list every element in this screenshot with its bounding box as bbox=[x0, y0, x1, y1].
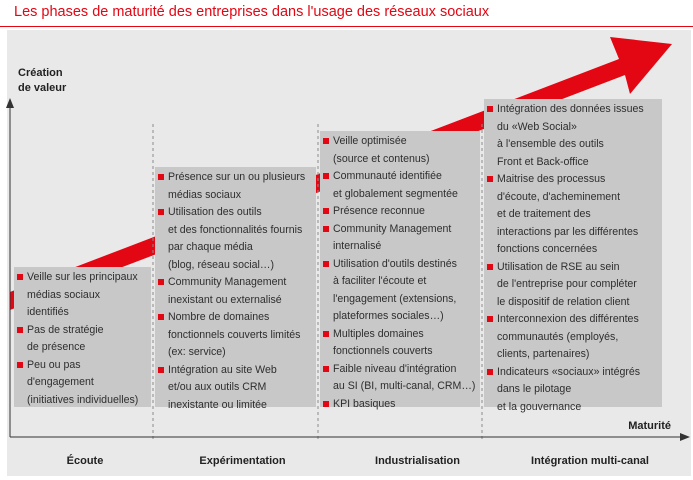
bullet-text-line: de l'entreprise pour compléter bbox=[497, 278, 637, 290]
bullet-item: Utilisation de RSE au sein de l'entrepris… bbox=[486, 259, 662, 312]
bullet-item: Pas de stratégie de présence bbox=[16, 322, 151, 357]
bullet-item: Veille sur les principaux médias sociaux i… bbox=[16, 269, 151, 322]
bullet-text-line: et globalement segmentée bbox=[333, 187, 458, 200]
bullet-item: Interconnexion des différentes communauté… bbox=[486, 311, 662, 364]
bullet-text-line: (initiatives individuelles) bbox=[27, 393, 139, 406]
bullet-text-line: et la gouvernance bbox=[497, 400, 582, 413]
phase-box-industrialisation: Veille optimisée (source et contenus) Comm… bbox=[320, 131, 480, 410]
bullet-text-line: (ex: service) bbox=[168, 346, 226, 358]
bullet-text-line: Utilisation d'outils destinés bbox=[333, 257, 457, 270]
bullet-text-line: Faible niveau d'intégration bbox=[333, 362, 457, 375]
bullet-text-line: médias sociaux bbox=[168, 188, 242, 201]
phase-label-integration-multi-canal: Intégration multi-canal bbox=[531, 455, 649, 467]
bullet-item: Faible niveau d'intégration au SI (BI, mu… bbox=[322, 361, 480, 396]
bullet-text-line: l'engagement (extensions, bbox=[333, 292, 457, 305]
bullet-text-line: clients, partenaires) bbox=[497, 348, 590, 360]
bullet-text-line: de présence bbox=[27, 341, 86, 353]
bullet-text-line: et/ou aux outils CRM bbox=[168, 381, 267, 393]
title-rule bbox=[0, 26, 693, 27]
bullet-text-line: Présence reconnue bbox=[333, 205, 425, 217]
bullet-text-line: Community Management bbox=[333, 222, 452, 235]
bullet-text-line: médias sociaux bbox=[27, 288, 101, 301]
bullet-text-line: Pas de stratégie bbox=[27, 323, 104, 336]
bullet-text-line: Veille optimisée bbox=[333, 135, 407, 147]
bullet-text-line: à l'ensemble des outils bbox=[497, 138, 604, 150]
bullet-item: Présence reconnue bbox=[322, 203, 480, 221]
phase-box-integration-multi-canal: Intégration des données issues du «Web So… bbox=[484, 99, 662, 413]
phase-label-industrialisation: Industrialisation bbox=[375, 455, 460, 467]
bullet-text-line: fonctions concernées bbox=[497, 243, 598, 255]
y-axis-label: Création de valeur bbox=[18, 66, 66, 96]
bullet-item: Maitrise des processus d'écoute, d'achemi… bbox=[486, 171, 662, 259]
bullet-text-line: et de traitement des bbox=[497, 208, 591, 220]
bullet-text-line: interactions par les différentes bbox=[497, 225, 639, 238]
y-axis-arrowhead bbox=[6, 98, 14, 108]
bullet-text-line: par chaque média bbox=[168, 241, 253, 253]
bullet-text-line: fonctionnels couverts limités bbox=[168, 328, 301, 341]
bullet-item: Utilisation des outils et des fonctionnal… bbox=[157, 204, 316, 274]
bullet-text-line: Intégration des données issues bbox=[497, 103, 644, 115]
phase-box-ecoute: Veille sur les principaux médias sociaux i… bbox=[14, 267, 151, 407]
bullet-text-line: du «Web Social» bbox=[497, 120, 577, 133]
bullet-text-line: d'engagement bbox=[27, 376, 94, 388]
bullet-item: Community Management internalisé bbox=[322, 221, 480, 256]
bullet-text-line: inexistant ou externalisé bbox=[168, 293, 282, 306]
bullet-text-line: Nombre de domaines bbox=[168, 311, 270, 323]
bullet-text-line: Peu ou pas bbox=[27, 358, 81, 371]
bullet-text-line: Indicateurs «sociaux» intégrés bbox=[497, 365, 641, 378]
phase-box-experimentation: Présence sur un ou plusieurs médias socia… bbox=[155, 167, 316, 411]
bullet-text-line: Maitrise des processus bbox=[497, 173, 606, 185]
bullet-text-line: le dispositif de relation client bbox=[497, 295, 630, 308]
bullet-text-line: identifiés bbox=[27, 306, 69, 318]
bullet-item: Multiples domaines fonctionnels couverts bbox=[322, 326, 480, 361]
bullet-text-line: Front et Back-office bbox=[497, 155, 589, 168]
bullet-text-line: plateformes sociales…) bbox=[333, 310, 444, 322]
bullet-text-line: Présence sur un ou plusieurs bbox=[168, 171, 306, 183]
bullet-text-line: KPI basiques bbox=[333, 397, 396, 410]
phase-label-experimentation: Expérimentation bbox=[199, 455, 286, 467]
bullet-text-line: Communauté identifiée bbox=[333, 170, 442, 182]
phase-label-ecoute: Écoute bbox=[66, 455, 104, 467]
bullet-item: Peu ou pas d'engagement (initiatives indiv… bbox=[16, 357, 151, 410]
bullet-text-line: au SI (BI, multi-canal, CRM…) bbox=[333, 380, 476, 392]
bullet-item: Utilisation d'outils destinés à faciliter… bbox=[322, 256, 480, 326]
bullet-text-line: d'écoute, d'acheminement bbox=[497, 190, 621, 203]
bullet-text-line: et des fonctionnalités fournis bbox=[168, 223, 303, 236]
bullet-text-line: (source et contenus) bbox=[333, 152, 430, 165]
bullet-text-line: Utilisation de RSE au sein bbox=[497, 260, 620, 273]
bullet-item: Communauté identifiée et globalement segm… bbox=[322, 168, 480, 203]
bullet-text-line: Interconnexion des différentes bbox=[497, 313, 639, 325]
bullet-text-line: fonctionnels couverts bbox=[333, 345, 433, 357]
bullet-text-line: communautés (employés, bbox=[497, 330, 619, 343]
bullet-text-line: Intégration au site Web bbox=[168, 363, 277, 376]
bullet-item: Nombre de domaines fonctionnels couverts … bbox=[157, 309, 316, 362]
x-axis-label: Maturité bbox=[628, 420, 671, 432]
bullet-item: Présence sur un ou plusieurs médias socia… bbox=[157, 169, 316, 204]
x-axis-arrowhead bbox=[680, 433, 690, 441]
bullet-text-line: inexistante ou limitée bbox=[168, 398, 267, 411]
bullet-item: Community Management inexistant ou extern… bbox=[157, 274, 316, 309]
bullet-text-line: Utilisation des outils bbox=[168, 206, 262, 218]
bullet-text-line: (blog, réseau social…) bbox=[168, 258, 274, 271]
bullet-item: Indicateurs «sociaux» intégrés dans le pi… bbox=[486, 364, 662, 417]
bullet-item: Intégration des données issues du «Web So… bbox=[486, 101, 662, 171]
diagram-title: Les phases de maturité des entreprises d… bbox=[14, 4, 490, 20]
bullet-text-line: à faciliter l'écoute et bbox=[333, 275, 427, 287]
y-axis-label-line: Création bbox=[18, 67, 63, 79]
bullet-item: KPI basiques bbox=[322, 396, 480, 414]
bullet-item: Veille optimisée (source et contenus) bbox=[322, 133, 480, 168]
bullet-text-line: Multiples domaines bbox=[333, 327, 424, 340]
bullet-item: Intégration au site Web et/ou aux outils … bbox=[157, 362, 316, 415]
y-axis-label-line: de valeur bbox=[18, 82, 67, 94]
bullet-text-line: Community Management bbox=[168, 276, 287, 288]
bullet-text-line: Veille sur les principaux bbox=[27, 271, 138, 283]
bullet-text-line: dans le pilotage bbox=[497, 383, 572, 395]
bullet-text-line: internalisé bbox=[333, 240, 382, 252]
